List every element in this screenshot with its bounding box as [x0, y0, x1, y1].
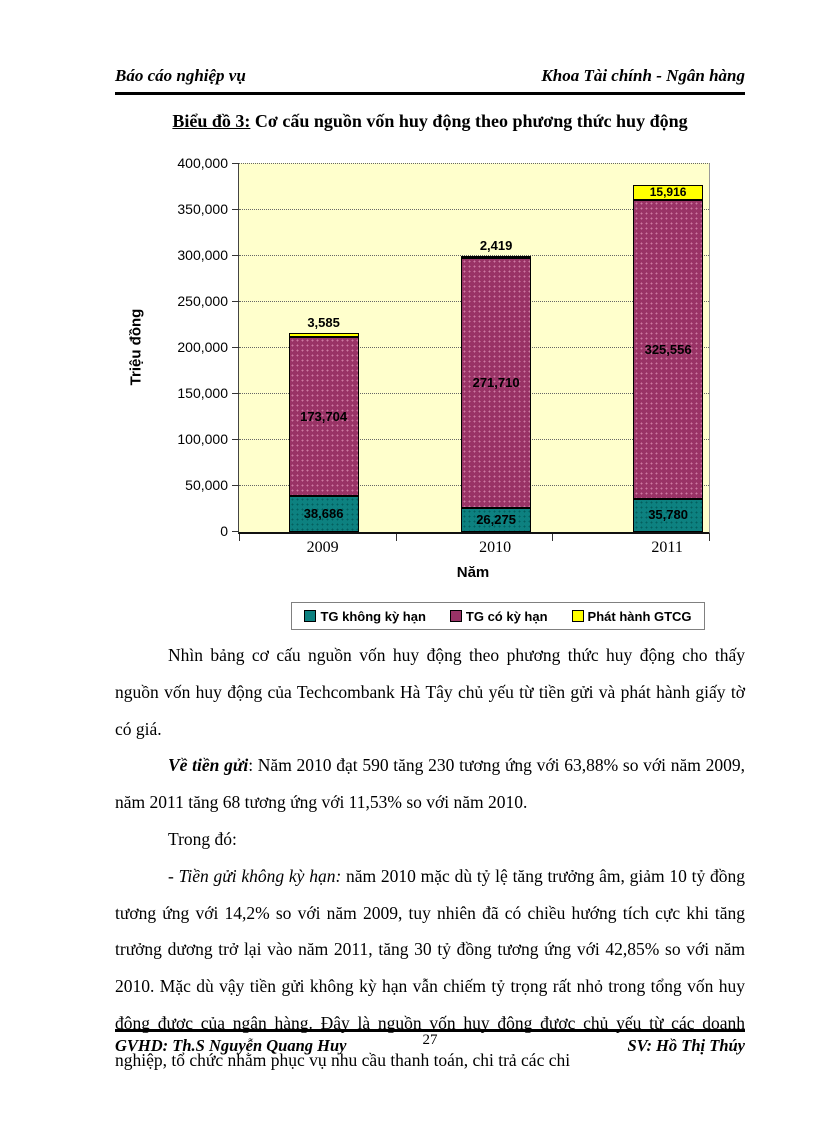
header-left-text: Báo cáo nghiệp vụ	[115, 66, 246, 85]
paragraph: Nhìn bảng cơ cấu nguồn vốn huy động theo…	[115, 645, 745, 739]
page-header: Báo cáo nghiệp vụ Khoa Tài chính - Ngân …	[115, 66, 745, 95]
bar-segment	[288, 496, 359, 532]
bar-value-label: 173,704	[300, 408, 348, 424]
bar-value-label: 26,275	[476, 511, 516, 527]
header-right-text: Khoa Tài chính - Ngân hàng	[541, 66, 745, 85]
y-axis-tick	[232, 393, 239, 394]
chart-caption-label: Biểu đồ 3:	[172, 111, 251, 131]
stacked-bar-chart: Triệu đồng 0 50,000 100,000 150,000 200,000 2…	[0, 150, 816, 645]
footer-left-text: GVHD: Th.S Nguyễn Quang Huy	[115, 1036, 347, 1055]
y-axis-labels: 0 50,000 100,000 150,000 200,000 250,000 300,0…	[118, 155, 228, 539]
y-tick-label: 50,000	[185, 477, 228, 493]
legend-item: Phát hành GTCG	[571, 608, 692, 624]
y-axis-tick	[232, 439, 239, 440]
chart-legend: TG không kỳ hạn TG có kỳ hạn Phát hành G…	[291, 602, 705, 630]
y-axis-tick	[232, 347, 239, 348]
y-axis-tick	[232, 163, 239, 164]
x-axis-tick	[552, 534, 554, 541]
y-axis-tick	[232, 485, 239, 486]
gridline	[239, 255, 709, 256]
paragraph-text: : Năm 2010 đạt 590 tăng 230 tương ứng vớ…	[115, 755, 745, 813]
page-footer: GVHD: Th.S Nguyễn Quang Huy 27 SV: Hồ Th…	[115, 1029, 745, 1056]
x-axis-tick	[709, 534, 710, 541]
legend-swatch-maroon	[449, 610, 462, 622]
bar-value-label: 15,916	[649, 185, 687, 200]
legend-swatch-yellow	[571, 610, 584, 622]
y-tick-label: 0	[220, 523, 228, 539]
bar-segment	[288, 333, 359, 337]
y-axis-tick	[232, 209, 239, 210]
x-axis-tick	[239, 534, 240, 541]
paragraph-lead: Về tiền gửi	[168, 755, 249, 776]
bar-segment	[633, 185, 704, 200]
y-tick-label: 300,000	[177, 247, 228, 263]
x-axis-title: Năm	[456, 564, 490, 581]
footer-right-text: SV: Hồ Thị Thúy	[627, 1036, 745, 1055]
y-tick-label: 150,000	[177, 385, 228, 401]
y-tick-label: 100,000	[177, 431, 228, 447]
legend-swatch-teal	[304, 610, 317, 622]
x-axis-tick	[395, 534, 397, 541]
paragraph-lead: - Tiền gửi không kỳ hạn:	[168, 865, 342, 886]
paragraph: Trong đó:	[168, 828, 237, 849]
bar-value-label: 3,585	[307, 315, 340, 331]
paragraph-text: năm 2010 mặc dù tỷ lệ tăng trưởng âm, gi…	[115, 865, 745, 1070]
chart-caption-text: Cơ cấu nguồn vốn huy động theo phương th…	[250, 111, 688, 131]
legend-label: TG có kỳ hạn	[465, 608, 548, 624]
y-tick-label: 200,000	[177, 339, 228, 355]
bar-segment	[461, 255, 532, 258]
x-category-label: 2010	[479, 539, 512, 556]
bar-value-label: 38,686	[303, 506, 344, 522]
y-tick-label: 400,000	[177, 155, 228, 171]
bar-value-label: 271,710	[472, 374, 520, 390]
x-axis-labels: 2009 2010 2011	[238, 539, 708, 561]
bar-segment	[461, 507, 532, 532]
y-axis-tick	[232, 301, 239, 302]
plot-area: 38,686 173,704 3,585 26,275 271,710 2,419 35,7…	[232, 163, 710, 541]
y-tick-label: 350,000	[177, 201, 228, 217]
x-category-label: 2009	[306, 539, 339, 556]
paragraph: - Tiền gửi không kỳ hạn: năm 2010 mặc dù…	[115, 858, 745, 1079]
bar-segment	[633, 199, 704, 500]
legend-label: Phát hành GTCG	[587, 608, 692, 624]
chart-caption: Biểu đồ 3: Cơ cấu nguồn vốn huy động the…	[100, 111, 760, 132]
bar-segment	[461, 257, 532, 508]
bar-segment	[633, 499, 704, 532]
legend-label: TG không kỳ hạn	[320, 608, 426, 624]
legend-item: TG có kỳ hạn	[449, 608, 548, 624]
x-category-label: 2011	[651, 539, 683, 556]
bar-value-label: 35,780	[648, 507, 688, 523]
y-axis-tick	[232, 531, 239, 532]
page-number: 27	[422, 1032, 438, 1048]
y-axis-tick	[232, 255, 239, 256]
y-tick-label: 250,000	[177, 293, 228, 309]
bar-segment	[288, 336, 359, 497]
bar-value-label: 2,419	[479, 237, 513, 253]
bar-value-label: 325,556	[644, 341, 692, 357]
body-text: Nhìn bảng cơ cấu nguồn vốn huy động theo…	[115, 637, 745, 1079]
gridline	[239, 209, 709, 210]
paragraph: Về tiền gửi: Năm 2010 đạt 590 tăng 230 t…	[115, 747, 745, 821]
legend-item: TG không kỳ hạn	[304, 608, 426, 624]
